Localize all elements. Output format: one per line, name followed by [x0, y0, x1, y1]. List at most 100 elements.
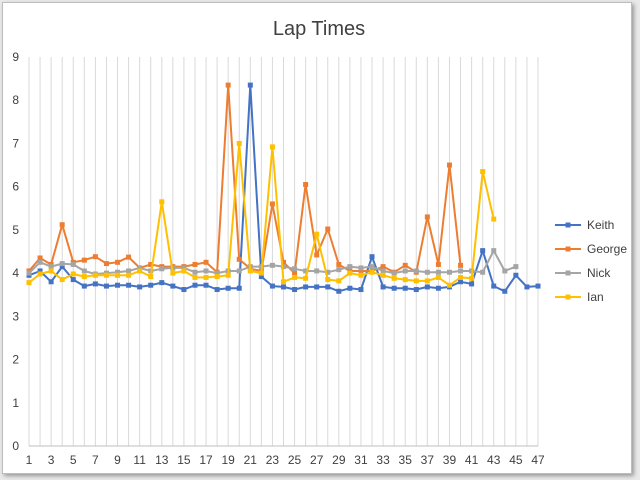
point-ian [137, 268, 143, 274]
point-keith [236, 285, 242, 291]
point-ian [424, 278, 430, 284]
point-ian [458, 274, 464, 280]
point-george [281, 259, 286, 265]
point-keith [480, 248, 486, 254]
point-nick [59, 261, 65, 267]
point-ian [469, 275, 475, 281]
point-nick [458, 268, 464, 274]
point-keith [469, 281, 475, 287]
point-george [314, 252, 320, 258]
point-keith [369, 254, 375, 260]
point-keith [380, 284, 386, 290]
point-nick [159, 266, 165, 272]
y-tick-label: 2 [12, 353, 19, 367]
legend: Keith George Nick Ian [555, 218, 627, 304]
x-tick-label: 31 [354, 453, 368, 467]
point-keith [269, 283, 275, 289]
point-keith [203, 282, 209, 288]
point-nick [391, 270, 397, 276]
point-ian [92, 272, 98, 278]
point-nick [26, 270, 32, 276]
point-keith [502, 288, 508, 294]
point-ian [203, 274, 209, 280]
x-tick-label: 9 [114, 453, 121, 467]
point-keith [281, 284, 286, 290]
point-george [236, 256, 242, 262]
point-nick [435, 269, 441, 275]
point-nick [292, 266, 298, 272]
point-keith [325, 284, 331, 290]
point-nick [402, 268, 408, 274]
point-ian [314, 231, 320, 237]
point-george [336, 261, 342, 267]
point-ian [358, 272, 364, 278]
point-keith [347, 285, 353, 291]
point-ian [446, 282, 452, 288]
x-tick-label: 11 [133, 453, 146, 467]
point-keith [137, 284, 143, 290]
series-ian [26, 140, 497, 288]
point-ian [402, 277, 408, 283]
point-nick [413, 268, 419, 274]
chart-frame: Lap Times 0 1 2 3 4 5 6 7 8 9 1 3 5 7 9 11 13 15 17 19 21 23 2… [2, 2, 632, 474]
point-keith [37, 268, 43, 274]
point-ian [26, 280, 32, 286]
point-keith [458, 279, 464, 285]
point-nick [115, 269, 121, 275]
point-ian [225, 272, 231, 278]
legend-label-nick: Nick [587, 266, 611, 280]
point-george [103, 261, 109, 267]
y-tick-label: 4 [12, 266, 19, 280]
point-george [446, 162, 452, 168]
point-ian [303, 275, 309, 281]
x-tick-label: 23 [266, 453, 280, 467]
point-keith [303, 284, 309, 290]
point-ian [148, 274, 154, 280]
x-tick-label: 33 [376, 453, 390, 467]
point-george [81, 257, 87, 263]
point-ian [81, 274, 87, 280]
point-keith [535, 283, 541, 289]
x-tick-label: 5 [70, 453, 77, 467]
x-tick-label: 15 [177, 453, 191, 467]
point-nick [358, 265, 364, 271]
point-keith [214, 287, 220, 293]
point-keith [402, 285, 408, 291]
x-tick-label: 45 [509, 453, 523, 467]
y-tick-label: 1 [12, 396, 19, 410]
x-tick-label: 7 [92, 453, 99, 467]
point-keith [48, 279, 54, 285]
series-group [26, 82, 541, 294]
point-george [292, 270, 298, 276]
point-george [192, 261, 198, 267]
point-nick [380, 268, 386, 274]
legend-marker-ian [565, 294, 571, 300]
point-ian [70, 271, 76, 277]
point-ian [413, 278, 419, 284]
point-keith [424, 284, 430, 290]
y-tick-label: 7 [12, 136, 19, 150]
x-tick-label: 35 [399, 453, 413, 467]
legend-item-keith: Keith [555, 218, 614, 232]
point-nick [325, 269, 331, 275]
point-keith [435, 285, 441, 291]
point-ian [48, 268, 54, 274]
x-tick-label: 39 [443, 453, 457, 467]
point-keith [524, 284, 530, 290]
point-ian [103, 272, 109, 278]
point-keith [292, 287, 298, 293]
point-keith [81, 283, 87, 289]
point-nick [347, 264, 353, 270]
point-ian [247, 268, 253, 274]
x-tick-label: 3 [48, 453, 55, 467]
point-george [225, 82, 231, 88]
point-ian [258, 270, 264, 276]
point-ian [115, 272, 121, 278]
point-nick [236, 268, 242, 274]
point-keith [148, 282, 154, 288]
point-ian [269, 144, 275, 150]
point-george [37, 255, 43, 261]
point-keith [115, 282, 121, 288]
x-tick-label: 13 [155, 453, 169, 467]
point-ian [391, 275, 397, 281]
